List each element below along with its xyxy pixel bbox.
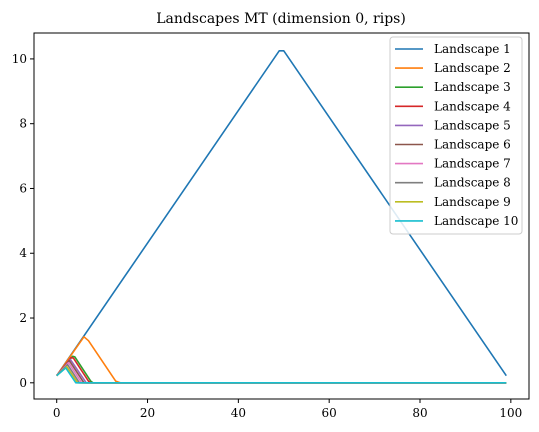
y-tick-label: 2 (19, 311, 27, 325)
legend-label-7: Landscape 7 (434, 157, 511, 171)
x-tick-label: 80 (412, 406, 427, 420)
legend-label-2: Landscape 2 (434, 61, 511, 75)
axes: 0 20 40 60 80 100 0 2 4 6 8 10 (12, 52, 523, 420)
series-line-4 (56, 356, 507, 384)
legend: Landscape 1 Landscape 2 Landscape 3 Landsca… (389, 36, 523, 235)
series-line-2 (56, 336, 507, 384)
series-line-9 (56, 365, 507, 384)
legend-label-9: Landscape 9 (434, 195, 511, 209)
plot-frame (33, 32, 530, 400)
legend-label-10: Landscape 10 (434, 214, 518, 228)
x-tick-label: 60 (322, 406, 337, 420)
x-tick-label: 0 (53, 406, 61, 420)
legend-box (389, 36, 523, 235)
series-line-10 (56, 367, 507, 384)
series-line-8 (56, 363, 507, 384)
legend-label-1: Landscape 1 (434, 42, 511, 56)
x-tick-label: 40 (231, 406, 246, 420)
chart-title: Landscapes MT (dimension 0, rips) (156, 11, 406, 27)
legend-label-8: Landscape 8 (434, 176, 511, 190)
series-line-7 (56, 361, 507, 384)
x-tick-label: 20 (140, 406, 155, 420)
y-tick-label: 8 (19, 117, 27, 131)
series-line-3 (56, 355, 507, 384)
y-tick-label: 10 (12, 52, 27, 66)
y-tick-label: 6 (19, 181, 27, 195)
y-tick-label: 4 (19, 246, 27, 260)
series-line-5 (56, 358, 507, 384)
y-tick-label: 0 (19, 376, 27, 390)
legend-label-3: Landscape 3 (434, 80, 511, 94)
x-tick-label: 100 (499, 406, 522, 420)
legend-label-6: Landscape 6 (434, 138, 511, 152)
series-line-6 (56, 359, 507, 384)
legend-label-5: Landscape 5 (434, 118, 511, 132)
legend-label-4: Landscape 4 (434, 99, 511, 113)
